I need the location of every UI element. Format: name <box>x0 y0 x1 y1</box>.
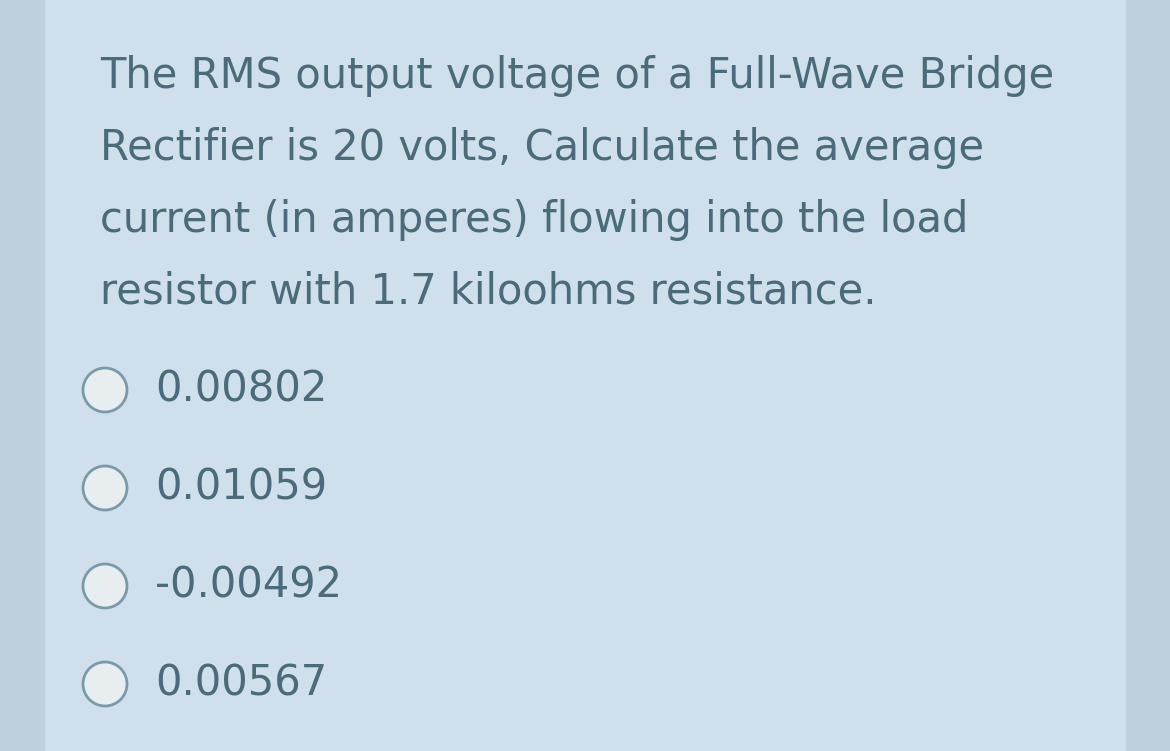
Text: current (in amperes) flowing into the load: current (in amperes) flowing into the lo… <box>99 199 969 241</box>
Bar <box>0 0 44 751</box>
Text: 0.01059: 0.01059 <box>154 467 328 509</box>
Text: The RMS output voltage of a Full-Wave Bridge: The RMS output voltage of a Full-Wave Br… <box>99 55 1054 97</box>
Circle shape <box>83 564 128 608</box>
Text: 0.00567: 0.00567 <box>154 663 328 705</box>
Text: resistor with 1.7 kiloohms resistance.: resistor with 1.7 kiloohms resistance. <box>99 271 876 313</box>
Text: 0.00802: 0.00802 <box>154 369 328 411</box>
Circle shape <box>83 466 128 510</box>
Text: -0.00492: -0.00492 <box>154 565 342 607</box>
Circle shape <box>83 368 128 412</box>
Circle shape <box>83 662 128 706</box>
Text: Rectifier is 20 volts, Calculate the average: Rectifier is 20 volts, Calculate the ave… <box>99 127 984 169</box>
Bar <box>1126 0 1170 751</box>
